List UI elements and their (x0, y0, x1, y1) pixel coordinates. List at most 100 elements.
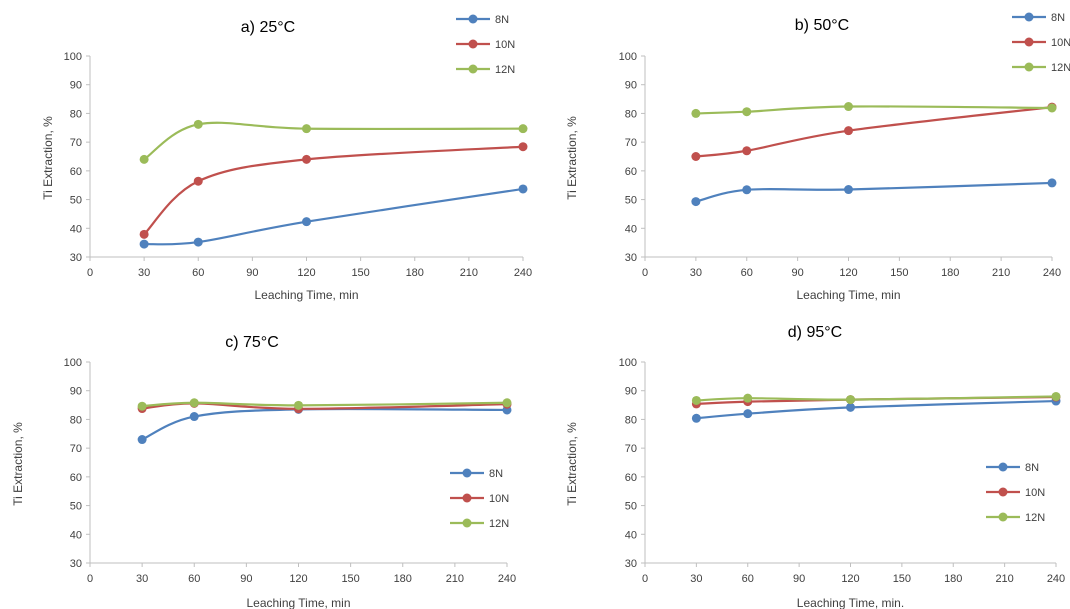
data-point-8n (139, 239, 149, 249)
data-point-12n (1047, 103, 1057, 113)
x-tick-label: 180 (406, 267, 424, 279)
x-tick-label: 60 (741, 267, 753, 279)
chart-panel-2: b) 50°C 0 30 60 90 120 150 180 210 240 30 40 50 60 70 8… (565, 12, 1070, 302)
x-tick-label: 120 (839, 267, 857, 279)
x-tick-label: 30 (136, 573, 148, 585)
y-axis-title: Ti Extraction, % (11, 422, 25, 506)
x-tick-label: 240 (1043, 267, 1061, 279)
legend-label-12n: 12N (495, 64, 515, 76)
x-tick-label: 60 (188, 573, 200, 585)
series-line-12n (143, 121, 524, 161)
series-line-10n (143, 145, 524, 236)
data-point-12n (846, 395, 855, 405)
legend-label-8n: 8N (1025, 462, 1039, 474)
series-line-8n (141, 407, 508, 441)
y-tick-label: 30 (70, 252, 82, 264)
y-tick-label: 40 (625, 223, 637, 235)
chart-panel-4: d) 95°C 0 30 60 90 120 150 180 210 240 30 40 50 60 70 8… (565, 324, 1065, 609)
y-tick-label: 60 (625, 472, 637, 484)
x-tick-label: 90 (792, 267, 804, 279)
x-tick-label: 0 (642, 573, 648, 585)
data-point-10n (193, 176, 203, 186)
x-tick-label: 210 (992, 267, 1010, 279)
data-point-12n (691, 395, 701, 405)
x-tick-label: 150 (890, 267, 908, 279)
y-axis-title: Ti Extraction, % (565, 422, 579, 506)
legend-marker-12n (468, 64, 478, 74)
data-point-12n (193, 119, 203, 129)
y-tick-label: 60 (70, 472, 82, 484)
x-tick-label: 180 (944, 573, 962, 585)
series-line-8n (696, 399, 1057, 420)
data-point-8n (691, 197, 701, 207)
data-point-12n (294, 400, 303, 410)
legend: 8N 10N 12N (1012, 12, 1070, 74)
x-tick-label: 120 (289, 573, 307, 585)
data-point-8n (742, 185, 752, 195)
y-tick-label: 60 (70, 166, 82, 178)
data-point-12n (139, 154, 149, 164)
x-tick-label: 150 (341, 573, 359, 585)
legend-marker-8n (462, 468, 472, 478)
data-point-8n (518, 184, 528, 194)
y-tick-label: 50 (625, 501, 637, 513)
y-tick-label: 80 (625, 414, 637, 426)
x-tick-label: 120 (841, 573, 859, 585)
legend-marker-10n (462, 493, 472, 503)
chart-panel-1: a) 25°C 0 30 60 90 120 150 180 210 240 30 40 50 60 70 8… (41, 14, 532, 302)
y-tick-label: 40 (625, 529, 637, 541)
data-point-12n (502, 398, 512, 408)
y-tick-label: 90 (70, 386, 82, 398)
y-tick-label: 90 (625, 386, 637, 398)
legend-marker-10n (1024, 37, 1034, 47)
y-tick-label: 30 (70, 558, 82, 570)
legend: 8N 10N 12N (986, 462, 1045, 524)
y-tick-label: 80 (625, 108, 637, 120)
y-axis-title: Ti Extraction, % (565, 116, 579, 200)
chart-title: a) 25°C (241, 19, 295, 36)
x-tick-label: 60 (742, 573, 754, 585)
y-tick-label: 80 (70, 108, 82, 120)
data-point-12n (1051, 391, 1061, 401)
chart-title: c) 75°C (225, 334, 279, 351)
data-point-8n (844, 185, 853, 195)
x-tick-label: 60 (192, 267, 204, 279)
x-tick-label: 240 (514, 267, 532, 279)
x-tick-label: 180 (941, 267, 959, 279)
chart-title: b) 50°C (795, 17, 849, 34)
x-tick-label: 120 (297, 267, 315, 279)
x-tick-label: 210 (460, 267, 478, 279)
x-tick-label: 210 (995, 573, 1013, 585)
x-tick-label: 240 (498, 573, 516, 585)
legend-marker-10n (468, 39, 478, 49)
data-point-8n (189, 412, 199, 422)
x-tick-label: 90 (793, 573, 805, 585)
data-point-12n (137, 401, 147, 411)
series-line-12n (695, 105, 1053, 115)
legend-label-12n: 12N (1051, 62, 1070, 74)
y-tick-label: 70 (70, 443, 82, 455)
x-tick-label: 210 (446, 573, 464, 585)
x-tick-label: 150 (351, 267, 369, 279)
y-tick-label: 70 (625, 443, 637, 455)
chart-title: d) 95°C (788, 324, 842, 341)
data-point-10n (139, 229, 149, 239)
data-point-12n (189, 398, 199, 408)
series-line-10n (695, 106, 1053, 158)
y-tick-label: 60 (625, 166, 637, 178)
x-tick-label: 30 (138, 267, 150, 279)
y-tick-label: 50 (70, 195, 82, 207)
legend-label-8n: 8N (489, 468, 503, 480)
data-point-12n (518, 124, 528, 134)
y-tick-label: 30 (625, 558, 637, 570)
series-line-12n (142, 401, 508, 408)
x-tick-label: 90 (240, 573, 252, 585)
legend-marker-8n (1024, 12, 1034, 22)
legend-label-8n: 8N (495, 14, 509, 26)
x-tick-label: 30 (690, 573, 702, 585)
x-tick-label: 0 (642, 267, 648, 279)
series-line-8n (144, 187, 524, 246)
y-tick-label: 50 (70, 501, 82, 513)
legend: 8N 10N 12N (450, 468, 509, 530)
